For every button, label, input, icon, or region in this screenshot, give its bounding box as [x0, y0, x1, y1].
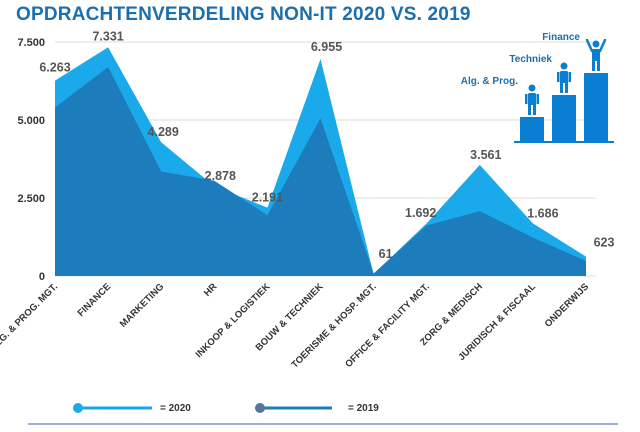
x-tick-label: MARKETING [118, 281, 166, 329]
series-2019-area [55, 67, 586, 276]
legend-label: = 2019 [348, 403, 379, 414]
y-tick-label: 2.500 [17, 193, 45, 205]
data-label: 6.955 [311, 40, 342, 54]
data-label: 1.692 [405, 206, 436, 220]
data-label: 623 [594, 236, 615, 250]
person-icon [525, 84, 539, 115]
y-tick-labels: 0 2.500 5.000 7.500 [17, 37, 45, 283]
person-icon [557, 62, 571, 93]
data-labels: 6.263 7.331 4.289 2.878 2.191 6.955 61 1.692 3.5… [39, 29, 614, 261]
x-tick-label: TOERISME & HOSP. MGT. [289, 281, 378, 370]
x-tick-label: ALG. & PROG. MGT. [0, 281, 60, 353]
y-tick-label: 5.000 [17, 115, 45, 127]
legend: = 2020 = 2019 [73, 403, 379, 414]
podium-label: Techniek [509, 54, 552, 65]
legend-marker [73, 403, 83, 413]
x-tick-label: FINANCE [76, 281, 114, 319]
data-label: 2.878 [205, 169, 236, 183]
data-label: 3.561 [470, 148, 501, 162]
podium-block [584, 73, 608, 142]
podium-block [552, 95, 576, 142]
y-tick-label: 0 [39, 271, 45, 283]
data-label: 6.263 [39, 61, 70, 75]
areas [55, 47, 586, 276]
y-tick-label: 7.500 [17, 37, 45, 49]
data-label: 7.331 [92, 29, 123, 43]
legend-label: = 2020 [160, 403, 191, 414]
data-label: 1.686 [527, 206, 558, 220]
x-tick-label: HR [202, 281, 220, 299]
x-tick-labels: ALG. & PROG. MGT. FINANCE MARKETING HRINKOO… [0, 281, 591, 370]
person-icon [585, 38, 607, 71]
podium-block [520, 117, 544, 142]
legend-marker [255, 403, 265, 413]
podium-label: Finance [542, 32, 580, 43]
data-label: 61 [379, 247, 393, 261]
podium-label: Alg. & Prog. [461, 76, 518, 87]
x-tick-label: ONDERWIJS [543, 281, 591, 329]
data-label: 2.191 [252, 191, 283, 205]
data-label: 4.289 [148, 125, 179, 139]
chart-title: OPDRACHTENVERDELING NON-IT 2020 VS. 2019 [16, 4, 471, 25]
podium-graphic: Alg. & Prog. Techniek Finance [461, 32, 614, 143]
